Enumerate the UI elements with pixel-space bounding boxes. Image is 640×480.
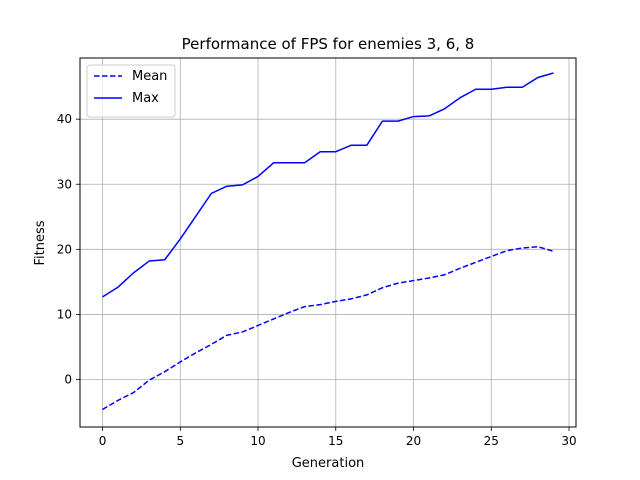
x-tick-label: 5: [176, 434, 184, 448]
plot-area-frame: [79, 57, 577, 428]
series-line-mean: [102, 245, 554, 411]
x-tick-label: 0: [99, 434, 107, 448]
x-tick-label: 15: [328, 434, 343, 448]
y-tick-label: 30: [57, 177, 72, 191]
legend-label-max: Max: [132, 91, 159, 106]
series-line-max: [102, 72, 554, 298]
legend: Mean Max: [86, 64, 176, 118]
series-lines: [102, 72, 554, 411]
y-tick-label: 10: [57, 307, 72, 321]
x-tick-label: 20: [406, 434, 421, 448]
legend-box: [86, 64, 176, 118]
x-axis-label: Generation: [292, 456, 365, 471]
chart-title: Performance of FPS for enemies 3, 6, 8: [182, 35, 475, 53]
grid: [80, 58, 576, 427]
x-tick-label: 10: [250, 434, 265, 448]
axis-ticks: 0 5 10 15 20 25 30 0 10 20 30 40: [57, 112, 577, 448]
x-tick-label: 30: [561, 434, 576, 448]
y-tick-label: 20: [57, 242, 72, 256]
legend-label-mean: Mean: [132, 69, 167, 84]
y-tick-label: 40: [57, 112, 72, 126]
y-tick-label: 0: [64, 372, 72, 386]
y-axis-label: Fitness: [33, 220, 48, 265]
x-tick-label: 25: [484, 434, 499, 448]
